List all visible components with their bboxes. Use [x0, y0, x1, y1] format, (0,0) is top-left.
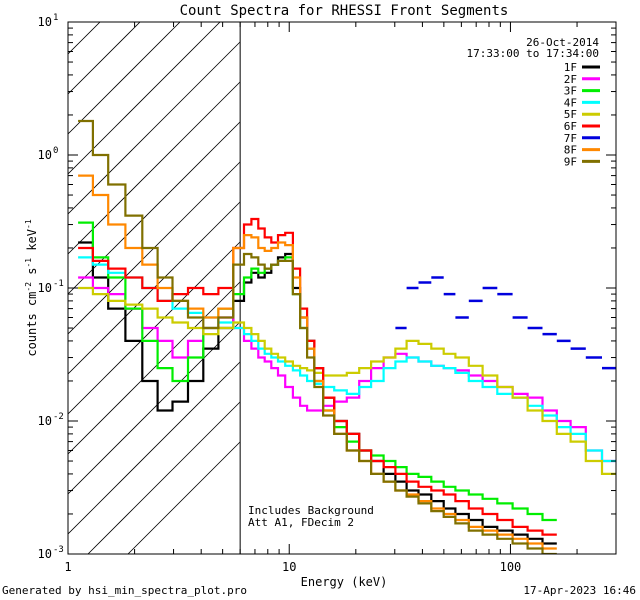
y-label-exp-1: -2: [24, 282, 33, 292]
hatch-line: [127, 441, 241, 554]
y-tick-label: 10: [38, 15, 52, 29]
legend-label-2f: 2F: [564, 73, 577, 86]
hatch-line: [68, 81, 241, 255]
y-tick-label: 10: [38, 148, 52, 162]
annotation-date: 26-Oct-2014: [526, 36, 599, 49]
legend-label-5f: 5F: [564, 108, 577, 121]
y-label-text-1: counts cm: [25, 292, 39, 357]
background-annotation: Includes Background Att A1, FDecim 2: [248, 504, 374, 529]
footer-generated-by: Generated by hsi_min_spectra_plot.pro: [2, 584, 247, 597]
x-axis-label: Energy (keV): [301, 575, 388, 589]
legend-label-8f: 8F: [564, 144, 577, 157]
y-tick-label-exponent: -2: [53, 412, 64, 422]
hatch-line: [68, 41, 241, 215]
hatch-line: [68, 321, 241, 495]
series-lines: [78, 119, 616, 554]
hatch-line: [68, 22, 221, 175]
series-line-6f: [78, 217, 557, 536]
x-tick-label: 100: [500, 560, 522, 574]
hatch-line: [68, 22, 141, 95]
legend-label-4f: 4F: [564, 96, 577, 109]
y-tick-label-exponent: -1: [53, 279, 64, 289]
legend-label-7f: 7F: [564, 132, 577, 145]
annotation-attenuator: Att A1, FDecim 2: [248, 516, 354, 529]
hatch-line: [68, 22, 101, 55]
x-tick-label: 1: [64, 560, 71, 574]
y-tick-label-exponent: 1: [53, 13, 58, 23]
y-tick-label-exponent: -3: [53, 545, 64, 555]
y-label-exp-3: -1: [24, 219, 33, 229]
y-tick-label: 10: [38, 414, 52, 428]
legend-label-1f: 1F: [564, 61, 577, 74]
annotation-time-range: 17:33:00 to 17:34:00: [467, 47, 599, 60]
hatch-line: [68, 281, 241, 455]
hatch-line: [68, 361, 241, 535]
hatch-line: [87, 401, 241, 554]
y-tick-label: 10: [38, 281, 52, 295]
hatch-line: [68, 22, 181, 135]
annotation-background: Includes Background: [248, 504, 374, 517]
y-label-text-3: keV: [25, 229, 39, 258]
y-tick-label-exponent: 0: [53, 146, 58, 156]
footer-timestamp: 17-Apr-2023 16:46: [523, 584, 636, 597]
y-label-exp-2: -1: [24, 258, 33, 268]
hatched-region: [68, 22, 241, 554]
legend-label-9f: 9F: [564, 155, 577, 168]
axis-ticks: [67, 21, 617, 555]
series-line-3f: [78, 221, 557, 522]
x-tick-label: 10: [282, 560, 296, 574]
y-axis-label: counts cm-2 s-1 keV-1: [24, 219, 39, 356]
legend-label-3f: 3F: [564, 85, 577, 98]
y-tick-label: 10: [38, 547, 52, 561]
chart-title: Count Spectra for RHESSI Front Segments: [180, 3, 509, 19]
date-annotation: 26-Oct-2014 17:33:00 to 17:34:00: [467, 36, 600, 60]
legend-label-6f: 6F: [564, 120, 577, 133]
y-label-text-2: s: [25, 268, 39, 282]
series-line-9f: [78, 119, 557, 554]
series-line-7f: [395, 276, 616, 370]
